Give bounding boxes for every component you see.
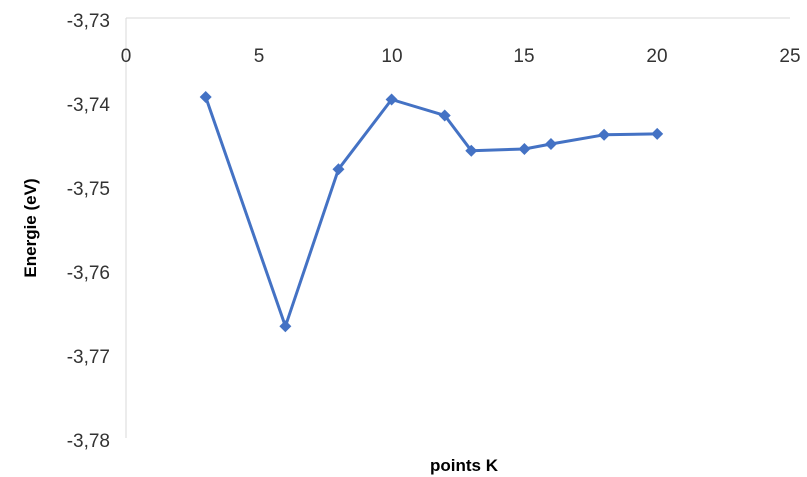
x-tick-label: 25 <box>779 46 800 67</box>
series-group <box>199 90 664 333</box>
data-point-marker <box>518 143 531 156</box>
series-line <box>204 96 658 328</box>
x-tick-label: 15 <box>513 46 534 67</box>
data-point-marker <box>332 163 345 176</box>
y-tick-label: -3,73 <box>67 11 110 32</box>
y-tick-label: -3,75 <box>67 179 110 200</box>
data-point-marker <box>438 109 451 122</box>
data-point-marker <box>598 128 611 141</box>
y-axis-title: Energie (eV) <box>21 178 40 277</box>
y-tick-label: -3,78 <box>67 431 110 452</box>
x-tick-label: 0 <box>121 46 132 67</box>
data-point-marker <box>279 320 292 333</box>
data-point-marker <box>199 90 212 103</box>
y-tick-label: -3,77 <box>67 347 110 368</box>
x-tick-label: 20 <box>646 46 667 67</box>
x-axis-title: points K <box>430 456 499 475</box>
data-point-marker <box>465 144 478 157</box>
y-tick-label: -3,76 <box>67 263 110 284</box>
y-tick-label: -3,74 <box>67 95 111 116</box>
x-tick-label: 10 <box>381 46 402 67</box>
x-tick-labels: 0 5 10 15 20 25 <box>121 46 801 67</box>
data-point-marker <box>651 127 664 140</box>
x-tick-label: 5 <box>254 46 265 67</box>
data-point-marker <box>385 93 398 106</box>
y-tick-labels: -3,73 -3,74 -3,75 -3,76 -3,77 -3,78 <box>67 11 111 452</box>
data-point-marker <box>544 138 557 150</box>
